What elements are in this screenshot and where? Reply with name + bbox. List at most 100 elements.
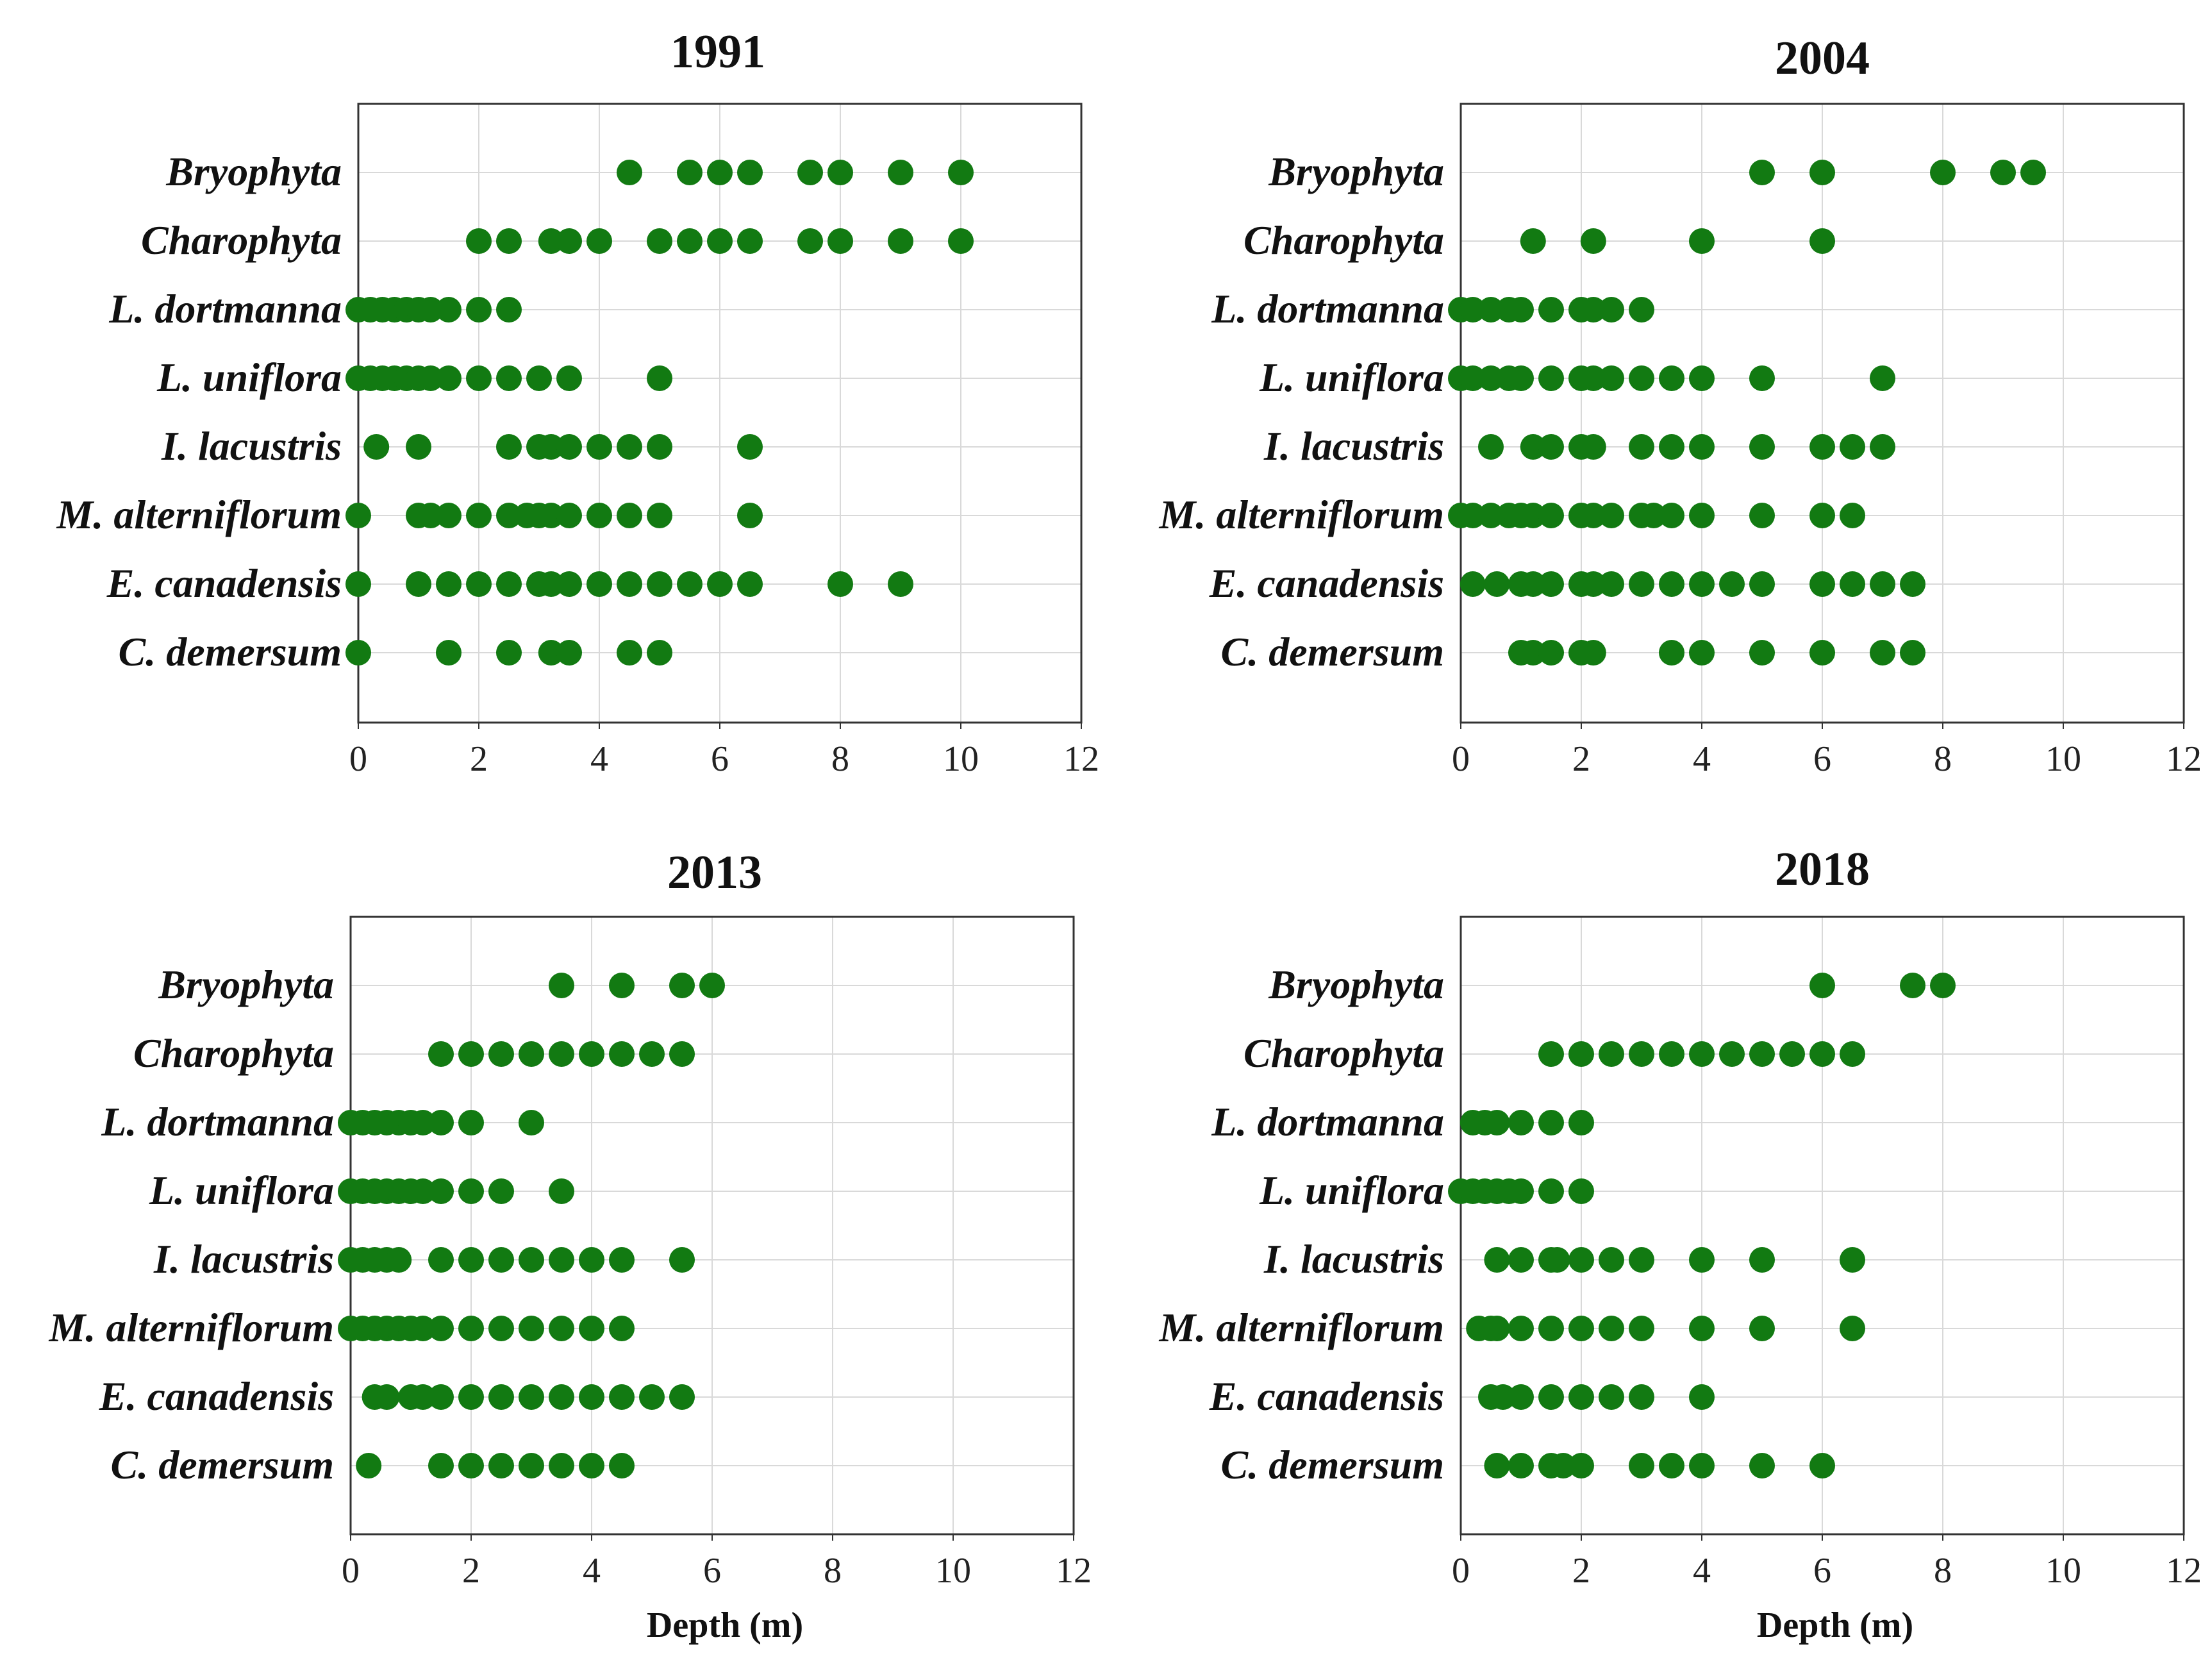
data-point <box>356 1453 382 1478</box>
data-point <box>1568 1110 1594 1135</box>
data-point <box>1629 1247 1654 1273</box>
data-point <box>538 640 564 666</box>
data-point <box>1809 160 1835 185</box>
x-tick-label: 10 <box>943 739 979 779</box>
y-category-label: I. lacustris <box>153 1236 334 1282</box>
data-point <box>428 1453 454 1478</box>
data-point <box>538 228 564 254</box>
data-point <box>617 503 642 528</box>
data-point <box>1749 1041 1775 1067</box>
data-point <box>1478 434 1504 460</box>
data-point <box>647 503 672 528</box>
data-point <box>406 434 431 460</box>
series-E. canadensis <box>345 571 913 597</box>
data-point <box>1508 1247 1534 1273</box>
data-point <box>1659 640 1684 666</box>
series-C. demersum <box>1484 1453 1835 1478</box>
data-point <box>458 1178 484 1204</box>
y-category-label: C. demersum <box>119 629 342 674</box>
data-point <box>1809 228 1835 254</box>
data-point <box>488 1178 514 1204</box>
data-point <box>374 1384 400 1410</box>
data-point <box>1580 640 1606 666</box>
data-point <box>1749 640 1775 666</box>
data-point <box>1809 434 1835 460</box>
data-point <box>1520 228 1546 254</box>
data-point <box>496 640 522 666</box>
data-point <box>1689 1384 1715 1410</box>
data-point <box>345 503 371 528</box>
data-point <box>496 297 522 322</box>
x-tick-label: 10 <box>935 1551 971 1591</box>
data-point <box>1809 571 1835 597</box>
data-point <box>677 160 703 185</box>
data-point <box>1508 297 1534 322</box>
series-L. uniflora <box>1448 1178 1594 1204</box>
data-point <box>1659 434 1684 460</box>
data-point <box>1900 973 1925 998</box>
series-I. lacustris <box>338 1247 695 1273</box>
data-point <box>1459 365 1486 391</box>
data-point <box>345 640 371 666</box>
data-point <box>1809 1453 1835 1478</box>
data-point <box>617 640 642 666</box>
data-point <box>1520 434 1546 460</box>
data-point <box>1478 503 1504 528</box>
data-point <box>1508 1384 1534 1410</box>
data-point <box>797 228 823 254</box>
data-point <box>1484 571 1510 597</box>
data-point <box>417 503 444 528</box>
x-axis-label: Depth (m) <box>1757 1605 1913 1645</box>
data-point <box>888 228 913 254</box>
y-category-label: Bryophyta <box>1268 149 1444 194</box>
x-tick-label: 4 <box>1693 1551 1711 1591</box>
chart-panel-2004: 2004 0 2 4 6 8 10 12 Bryophyta Charophyta L. dortm… <box>1158 32 2202 779</box>
data-point <box>458 1384 484 1410</box>
data-point <box>549 1316 574 1341</box>
data-point <box>1568 1384 1594 1410</box>
data-point <box>519 1453 544 1478</box>
series-Charophyta <box>466 228 974 254</box>
data-point <box>410 1384 436 1410</box>
data-point <box>737 434 763 460</box>
data-point <box>428 1384 454 1410</box>
y-category-label: L. uniflora <box>1259 355 1444 400</box>
data-point <box>496 503 522 528</box>
data-point <box>428 1110 454 1135</box>
series-I. lacustris <box>1478 434 1895 460</box>
data-point <box>1490 1384 1516 1410</box>
data-point <box>579 1041 604 1067</box>
data-point <box>1544 1247 1570 1273</box>
data-point <box>519 1247 544 1273</box>
data-point <box>436 571 462 597</box>
series-Charophyta <box>428 1041 695 1067</box>
data-point <box>827 571 853 597</box>
x-tick-label: 8 <box>1934 1551 1952 1591</box>
data-point <box>519 1041 544 1067</box>
series-L. dortmanna <box>338 1110 544 1135</box>
data-point <box>1538 640 1564 666</box>
chart-panel-1991: 1991 0 2 4 6 8 10 12 Bryophyta Charophyta L. dortm… <box>56 26 1099 779</box>
y-category-label: C. demersum <box>1221 1442 1444 1487</box>
data-point <box>1484 1110 1510 1135</box>
data-point <box>549 1247 574 1273</box>
data-point <box>519 1316 544 1341</box>
data-point <box>410 1316 436 1341</box>
data-point <box>488 1384 514 1410</box>
data-point <box>639 1384 665 1410</box>
series-L. dortmanna <box>1459 1110 1594 1135</box>
data-point <box>1749 1247 1775 1273</box>
data-point <box>1568 1041 1594 1067</box>
data-point <box>1930 160 1956 185</box>
series-E. canadensis <box>1459 571 1925 597</box>
y-category-label: L. dortmanna <box>101 1099 334 1144</box>
data-point <box>617 571 642 597</box>
data-point <box>827 160 853 185</box>
series-L. dortmanna <box>345 297 522 322</box>
y-category-label: Bryophyta <box>158 962 334 1007</box>
data-point <box>1840 1247 1865 1273</box>
series-Bryophyta <box>549 973 725 998</box>
data-point <box>1568 1178 1594 1204</box>
x-tick-label: 6 <box>1813 739 1831 779</box>
